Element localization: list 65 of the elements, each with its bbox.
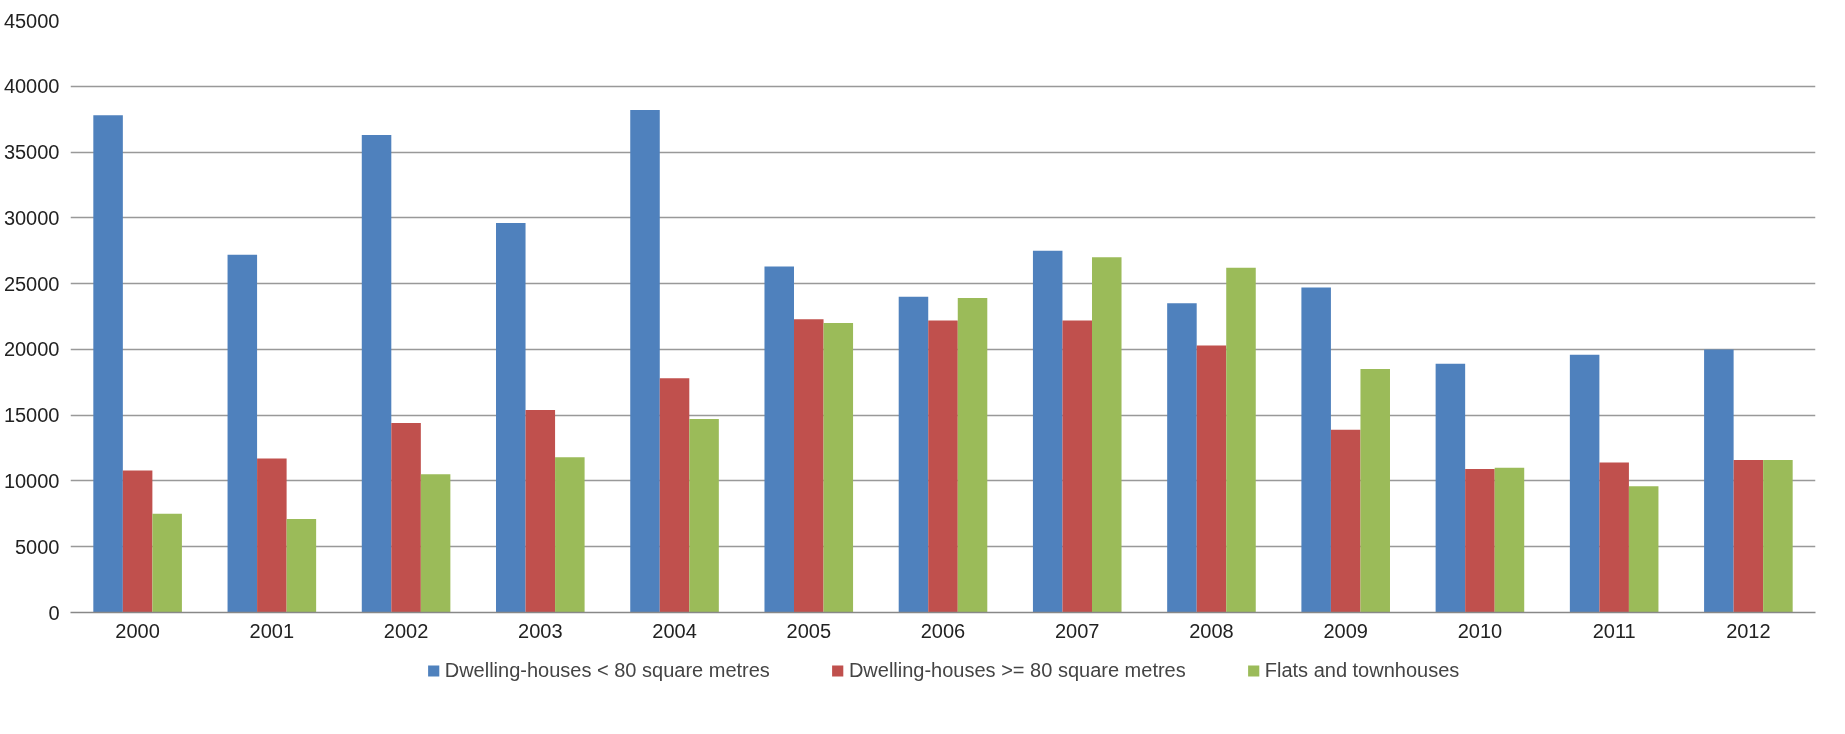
- y-tick-label: 45000: [3, 9, 60, 32]
- bar: [1733, 459, 1764, 613]
- x-tick-label: 2002: [383, 619, 429, 642]
- bar: [630, 109, 660, 613]
- y-tick-label: 10000: [3, 469, 60, 492]
- bar: [1599, 462, 1629, 613]
- legend-label: Dwelling-houses < 80 square metres: [444, 658, 770, 682]
- x-tick-label: 2001: [249, 619, 295, 642]
- bar: [1628, 486, 1659, 613]
- bar: [957, 298, 988, 613]
- bar: [391, 423, 421, 613]
- bar: [420, 474, 451, 613]
- y-tick-label: 20000: [3, 338, 60, 361]
- bar: [1226, 267, 1256, 613]
- x-tick-label: 2005: [786, 619, 832, 642]
- y-tick-label: 40000: [3, 75, 60, 98]
- y-tick-label: 30000: [3, 206, 60, 229]
- bar: [689, 419, 719, 613]
- bar: [1092, 257, 1122, 613]
- bar: [764, 266, 794, 613]
- bar: [928, 320, 958, 613]
- x-tick-label: 2006: [920, 619, 966, 642]
- bar: [1435, 363, 1466, 613]
- x-tick-label: 2003: [518, 619, 563, 642]
- x-tick-label: 2004: [652, 619, 697, 642]
- x-tick-label: 2000: [115, 619, 160, 642]
- bar: [525, 409, 556, 613]
- bar: [794, 319, 824, 613]
- bar: [1494, 467, 1525, 613]
- bar: [555, 457, 585, 613]
- bar: [1196, 345, 1227, 613]
- y-tick-label: 15000: [3, 404, 60, 427]
- bar: [1569, 354, 1600, 613]
- legend-label: Flats and townhouses: [1264, 658, 1460, 682]
- bar: [898, 296, 929, 613]
- bar: [257, 458, 287, 613]
- bar: [93, 115, 123, 613]
- x-tick-label: 2009: [1323, 619, 1368, 642]
- bar: [1062, 320, 1092, 613]
- x-tick-label: 2012: [1726, 619, 1771, 642]
- legend-label: Dwelling-houses >= 80 square metres: [848, 658, 1186, 682]
- x-tick-label: 2007: [1054, 619, 1100, 642]
- bar: [1301, 287, 1331, 613]
- y-tick-label: 25000: [3, 272, 60, 295]
- bar: [1167, 303, 1197, 613]
- bar: [227, 254, 258, 613]
- bar: [1465, 469, 1495, 613]
- bar: [1032, 250, 1063, 613]
- bar: [1763, 459, 1793, 613]
- y-tick-label: 5000: [15, 535, 60, 558]
- bar: [1704, 349, 1734, 613]
- bar: [122, 470, 153, 613]
- bar: [1330, 429, 1361, 613]
- x-tick-label: 2008: [1189, 619, 1234, 642]
- bar: [361, 134, 392, 613]
- x-tick-label: 2010: [1457, 619, 1503, 642]
- y-tick-label: 0: [48, 601, 60, 624]
- bar: [1360, 369, 1390, 613]
- bar: [286, 519, 317, 613]
- bar: [496, 223, 526, 613]
- y-tick-label: 35000: [3, 141, 60, 164]
- bar: [659, 378, 690, 613]
- x-tick-label: 2011: [1592, 619, 1636, 642]
- bar: [823, 323, 854, 613]
- bar: [152, 513, 182, 613]
